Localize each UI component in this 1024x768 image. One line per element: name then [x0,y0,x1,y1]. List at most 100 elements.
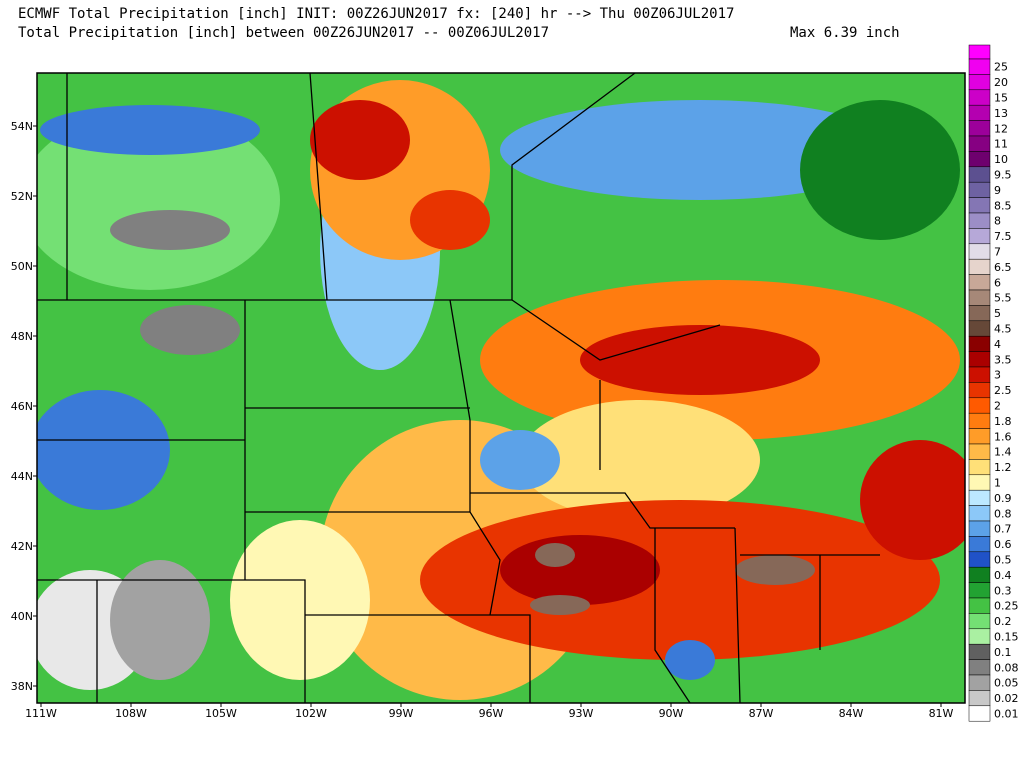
longitude-label: 96W [479,707,504,720]
colorbar-swatch [968,289,991,306]
colorbar-swatch [968,536,991,553]
colorbar-swatch [968,305,991,322]
colorbar-label: 9.5 [994,169,1012,182]
colorbar-swatch [968,258,991,275]
border [449,299,880,704]
colorbar-swatch [968,505,991,522]
colorbar-label: 1.8 [994,415,1012,428]
colorbar-swatch [968,597,991,614]
colorbar-label: 9 [994,184,1001,197]
field-blob [110,560,210,680]
colorbar-label: 0.6 [994,538,1012,551]
colorbar-swatch [968,659,991,676]
colorbar-swatch [968,474,991,491]
longitude-label: 81W [929,707,954,720]
colorbar-swatch [968,197,991,214]
field-blob [530,595,590,615]
colorbar-label: 0.02 [994,692,1019,705]
colorbar-label: 8.5 [994,199,1012,212]
colorbar-swatch [968,397,991,414]
field-blob [310,100,410,180]
colorbar-label: 0.15 [994,631,1019,644]
field-blob [580,325,820,395]
longitude-label: 87W [749,707,774,720]
latitude-label: 52N [11,190,33,203]
colorbar-label: 7 [994,246,1001,259]
max-value: Max 6.39 inch [790,25,900,41]
colorbar-swatch [968,674,991,691]
latitude-label: 48N [11,330,33,343]
longitude-label: 99W [389,707,414,720]
longitude-label: 90W [659,707,684,720]
colorbar-swatch [968,135,991,152]
colorbar-label: 0.8 [994,507,1012,520]
colorbar-swatch [968,335,991,352]
colorbar-swatch [968,428,991,445]
colorbar-label: 0.3 [994,584,1012,597]
latitude-label: 40N [11,610,33,623]
colorbar-label: 1.6 [994,430,1012,443]
precip-field [37,73,965,703]
field-blob [110,210,230,250]
colorbar-top [968,44,991,60]
colorbar-label: 20 [994,76,1008,89]
colorbar-swatch [968,613,991,630]
map-frame [36,72,966,704]
field-blob [735,555,815,585]
colorbar-label: 15 [994,92,1008,105]
longitude-label: 93W [569,707,594,720]
colorbar-label: 2.5 [994,384,1012,397]
colorbar-label: 5.5 [994,292,1012,305]
title-line1: ECMWF Total Precipitation [inch] INIT: 0… [18,6,734,22]
latitude-labels: 54N 52N 50N 48N 46N 44N 42N 40N 38N [11,120,37,693]
field-blob [37,110,280,290]
colorbar-swatch [968,274,991,291]
field-blob [800,100,960,240]
colorbar-swatch [968,74,991,91]
colorbar-label: 2 [994,400,1001,413]
colorbar-swatch [968,104,991,121]
colorbar-swatch [968,690,991,707]
latitude-label: 54N [11,120,33,133]
colorbar-label: 7.5 [994,230,1012,243]
colorbar-swatch [968,120,991,137]
colorbar-label: 0.2 [994,615,1012,628]
field-blob [140,305,240,355]
longitude-label: 105W [205,707,237,720]
colorbar-swatch [968,243,991,260]
longitude-label: 84W [839,707,864,720]
colorbar-swatch [968,566,991,583]
colorbar-label: 5 [994,307,1001,320]
colorbar-swatch [968,459,991,476]
colorbar-label: 1.2 [994,461,1012,474]
field-blob [480,430,560,490]
latitude-label: 42N [11,540,33,553]
colorbar-label: 8 [994,215,1001,228]
colorbar-label: 3.5 [994,353,1012,366]
colorbar-label: 6 [994,276,1001,289]
field-blob [410,190,490,250]
colorbar-label: 0.1 [994,646,1012,659]
colorbar-label: 1.4 [994,446,1012,459]
colorbar-label: 0.25 [994,600,1019,613]
field-blob [500,535,660,605]
colorbar-swatch [968,551,991,568]
field-blob [37,390,170,510]
colorbar-swatch [968,181,991,198]
colorbar-swatch [968,628,991,645]
colorbar-label: 12 [994,122,1008,135]
colorbar-swatch [968,412,991,429]
border [37,300,531,703]
colorbar-swatch [968,443,991,460]
colorbar-label: 4.5 [994,323,1012,336]
colorbar-swatch [968,366,991,383]
map [36,72,966,704]
colorbar-label: 10 [994,153,1008,166]
border [37,72,636,301]
colorbar-swatch [968,582,991,599]
longitude-label: 102W [295,707,327,720]
colorbar-swatch [968,382,991,399]
